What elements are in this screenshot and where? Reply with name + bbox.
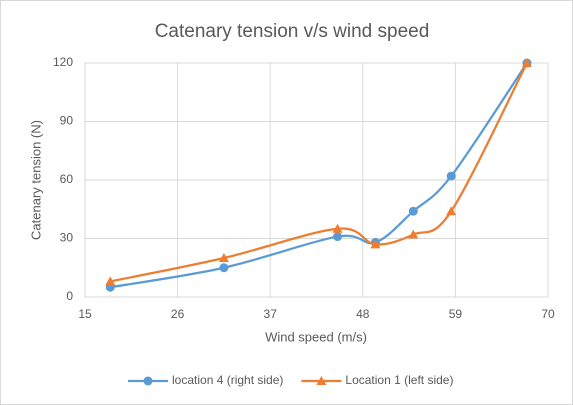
- y-tick-label: 120: [53, 55, 73, 69]
- marker: [446, 206, 457, 216]
- x-tick-label: 59: [449, 307, 463, 321]
- marker: [446, 171, 456, 181]
- x-tick-label: 15: [78, 307, 92, 321]
- x-tick-label: 48: [356, 307, 370, 321]
- legend-label: Location 1 (left side): [345, 373, 453, 387]
- y-axis-label: Catenary tension (N): [28, 120, 43, 240]
- chart-title: Catenary tension v/s wind speed: [155, 21, 430, 42]
- marker: [521, 58, 532, 67]
- y-tick-label: 0: [66, 289, 73, 303]
- x-tick-label: 37: [264, 307, 278, 321]
- marker: [408, 229, 419, 239]
- marker: [218, 253, 229, 262]
- y-tick-label: 90: [60, 114, 74, 128]
- marker: [105, 276, 116, 286]
- marker: [333, 232, 343, 242]
- marker: [370, 239, 381, 249]
- x-tick-label: 70: [541, 307, 555, 321]
- marker: [408, 206, 418, 216]
- y-tick-label: 30: [60, 231, 74, 245]
- marker: [219, 263, 229, 273]
- legend-label: location 4 (right side): [172, 373, 283, 387]
- y-tick-label: 60: [60, 172, 74, 186]
- legend-marker: [316, 376, 327, 385]
- x-axis-label: Wind speed (m/s): [265, 329, 367, 344]
- x-tick-label: 26: [171, 307, 185, 321]
- marker: [332, 223, 343, 233]
- legend-marker: [143, 376, 153, 386]
